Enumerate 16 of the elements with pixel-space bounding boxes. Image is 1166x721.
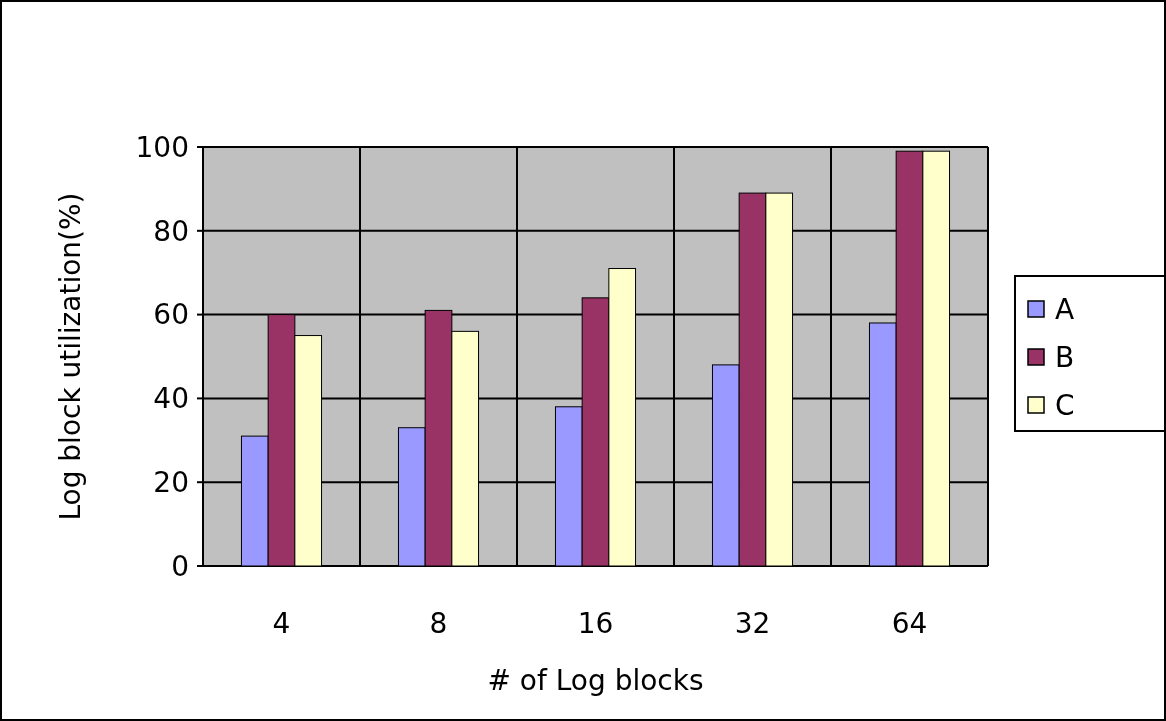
x-tick-label: 64 — [891, 607, 928, 640]
y-tick-label: 100 — [135, 130, 189, 164]
y-tick-label: 60 — [153, 298, 189, 332]
x-tick-label: 4 — [272, 607, 291, 640]
y-axis-title: Log block utilization(%) — [54, 192, 87, 521]
x-tick-label: 16 — [577, 607, 614, 640]
y-tick-label: 20 — [153, 466, 189, 499]
y-tick-label: 80 — [153, 214, 189, 248]
x-tick-label: 32 — [734, 607, 771, 640]
legend-label: A — [1055, 292, 1075, 326]
y-tick-label: 40 — [153, 382, 189, 416]
legend-label: B — [1055, 340, 1075, 374]
x-tick-label: 8 — [429, 607, 448, 640]
y-tick-label: 0 — [171, 549, 189, 583]
legend-label: C — [1055, 388, 1075, 422]
x-axis-title: # of Log blocks — [487, 664, 704, 697]
